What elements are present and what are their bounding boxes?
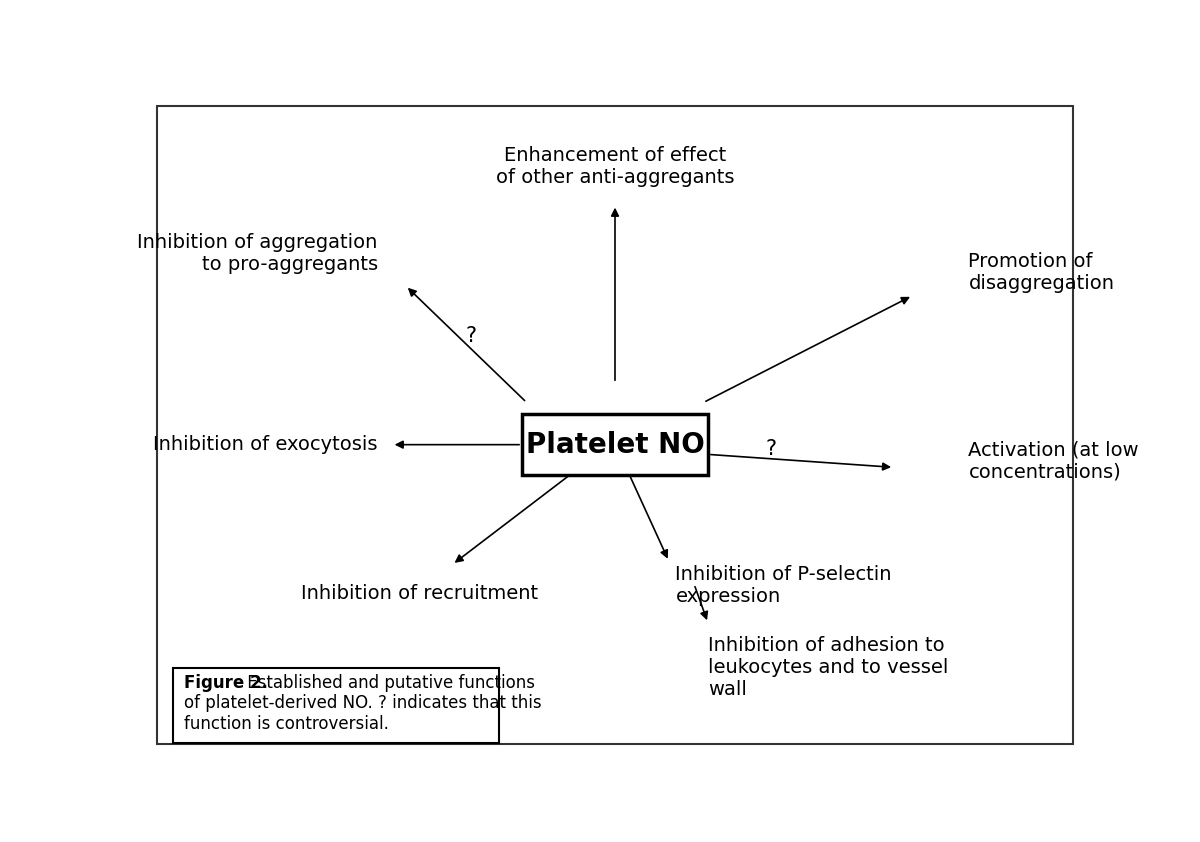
Text: Inhibition of exocytosis: Inhibition of exocytosis xyxy=(154,435,378,454)
Text: Inhibition of recruitment: Inhibition of recruitment xyxy=(301,584,539,603)
Text: of platelet-derived NO. ? indicates that this: of platelet-derived NO. ? indicates that… xyxy=(185,695,542,712)
Text: Enhancement of effect
of other anti-aggregants: Enhancement of effect of other anti-aggr… xyxy=(496,147,734,188)
Text: Inhibition of adhesion to
leukocytes and to vessel
wall: Inhibition of adhesion to leukocytes and… xyxy=(708,636,948,699)
Text: function is controversial.: function is controversial. xyxy=(185,715,389,733)
Text: Activation (at low
concentrations): Activation (at low concentrations) xyxy=(968,440,1139,482)
FancyBboxPatch shape xyxy=(173,669,499,743)
Text: ?: ? xyxy=(766,440,776,459)
Text: Inhibition of P-selectin
expression: Inhibition of P-selectin expression xyxy=(676,565,892,605)
Text: Promotion of
disaggregation: Promotion of disaggregation xyxy=(968,253,1115,293)
Text: Figure 2.: Figure 2. xyxy=(185,674,269,691)
FancyBboxPatch shape xyxy=(522,414,708,476)
Text: Platelet NO: Platelet NO xyxy=(526,430,704,459)
Text: Inhibition of aggregation
to pro-aggregants: Inhibition of aggregation to pro-aggrega… xyxy=(138,233,378,274)
Text: ?: ? xyxy=(466,326,476,346)
Text: Established and putative functions: Established and putative functions xyxy=(242,674,535,691)
